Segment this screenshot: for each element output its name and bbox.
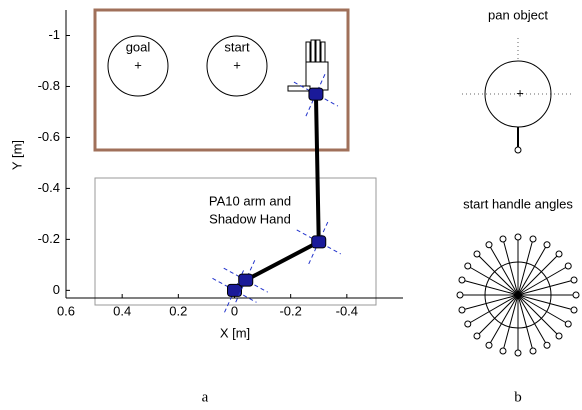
handle-end	[457, 292, 463, 298]
joint	[309, 88, 323, 100]
spoke	[518, 295, 571, 309]
arm	[235, 94, 319, 290]
y-tick-label: -0.6	[38, 129, 60, 144]
handle-end	[544, 342, 550, 348]
goal-label: goal	[126, 39, 151, 54]
pan-object: +	[462, 38, 574, 153]
handle-end	[465, 321, 471, 327]
svg-text:+: +	[516, 85, 524, 100]
handle-end	[465, 263, 471, 269]
arm-label: Shadow Hand	[209, 211, 291, 226]
panel-title: pan object	[488, 7, 548, 22]
handle-end	[565, 321, 571, 327]
panel-title: start handle angles	[463, 196, 573, 211]
handle-end	[459, 307, 465, 313]
spoke	[504, 295, 518, 348]
handle-end	[571, 277, 577, 283]
y-tick-label: 0	[53, 282, 60, 297]
spoke	[465, 295, 518, 309]
handle-end	[474, 251, 480, 257]
panel-label: b	[514, 389, 522, 405]
handle-end	[459, 277, 465, 283]
handle-end	[556, 251, 562, 257]
handle-end	[515, 234, 521, 240]
figure: + + goal start PA10 arm and Shadow Hand …	[0, 0, 582, 410]
spoke	[518, 242, 532, 295]
joint	[312, 236, 326, 248]
handle-end	[530, 236, 536, 242]
plus: +	[233, 57, 241, 72]
x-axis-label: X [m]	[220, 325, 250, 340]
arm-label: PA10 arm and	[209, 193, 291, 208]
y-tick-label: -0.8	[38, 78, 60, 93]
y-tick-label: -1	[48, 27, 60, 42]
hand	[288, 40, 328, 91]
handle-end	[544, 242, 550, 248]
spoke	[504, 242, 518, 295]
panel-label: a	[202, 389, 209, 405]
handle-end	[571, 307, 577, 313]
x-tick-label: -0.2	[279, 303, 301, 318]
handle-end	[500, 348, 506, 354]
handle-end	[530, 348, 536, 354]
handle-end	[556, 333, 562, 339]
x-tick-label: 0	[231, 303, 238, 318]
joint	[239, 274, 253, 286]
x-tick-label: -0.4	[336, 303, 358, 318]
plus: +	[134, 57, 142, 72]
handle-end	[474, 333, 480, 339]
handle-end	[565, 263, 571, 269]
x-tick-label: 0.4	[113, 303, 131, 318]
spoke	[518, 281, 571, 295]
spoke	[465, 281, 518, 295]
spoke	[518, 295, 532, 348]
x-tick-label: 0.6	[57, 303, 75, 318]
start-label: start	[224, 39, 250, 54]
handle-end	[573, 292, 579, 298]
y-axis-label: Y [m]	[9, 140, 24, 170]
handle-end	[486, 342, 492, 348]
handle-end	[486, 242, 492, 248]
y-tick-label: -0.2	[38, 231, 60, 246]
handle-end	[515, 350, 521, 356]
y-tick-label: -0.4	[38, 180, 60, 195]
x-tick-label: 0.2	[169, 303, 187, 318]
handle-end	[500, 236, 506, 242]
handle-angles	[457, 234, 579, 356]
